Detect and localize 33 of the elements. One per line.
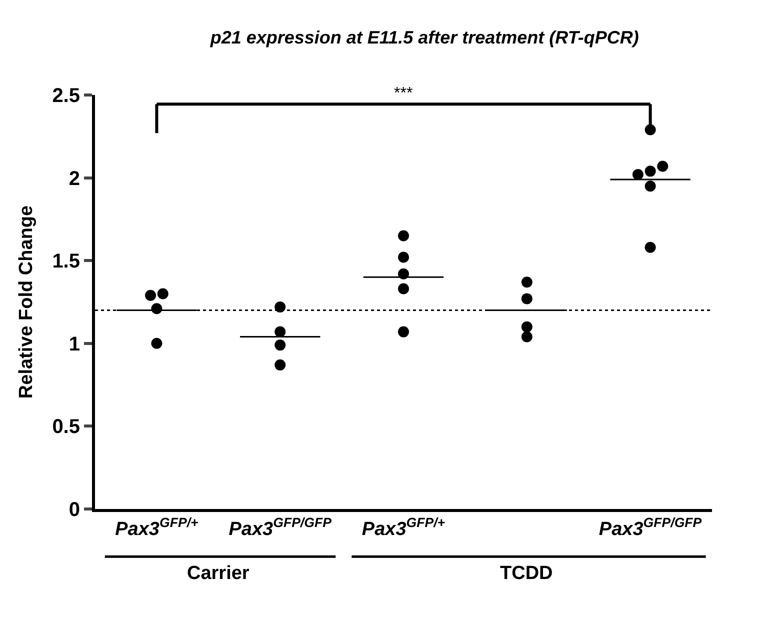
point (274, 340, 286, 351)
y-tick-label: 1.5 (52, 250, 80, 273)
point (151, 303, 162, 314)
x-tick-label: Pax3$^{GFP/GFP}$ (228, 514, 332, 540)
point (521, 276, 532, 288)
x-tick-label: Pax3$^{GFP/+}$ (115, 514, 199, 540)
point (151, 338, 162, 349)
y-tick-label: 0 (68, 499, 80, 521)
x-tick-label: Pax3$^{GFP/+}$ (362, 514, 446, 540)
point (398, 326, 409, 338)
point (644, 242, 656, 253)
x-tick-label: Pax3$^{GFP/GFP}$ (598, 514, 702, 540)
point (644, 166, 656, 177)
y-axis-title: Relative Fold Change (16, 205, 38, 399)
y-tick-label: 2.5 (52, 85, 80, 107)
annotation: *** (394, 85, 413, 102)
point (521, 293, 532, 304)
point (521, 331, 532, 342)
point (274, 326, 286, 338)
text: TCDD (500, 563, 553, 584)
point (644, 180, 656, 192)
point (398, 283, 409, 294)
text: Carrier (187, 563, 250, 584)
point (398, 230, 409, 242)
y-tick-label: 1 (68, 333, 80, 356)
point (521, 321, 532, 332)
point (398, 252, 409, 263)
point (398, 268, 409, 280)
point (274, 301, 286, 312)
point (274, 359, 286, 370)
y-tick-label: 0.5 (52, 416, 80, 438)
y-tick-label: 2 (68, 168, 80, 190)
chart-title: p21 expression at E11.5 after treatment (RT-qPCR) (209, 28, 639, 48)
